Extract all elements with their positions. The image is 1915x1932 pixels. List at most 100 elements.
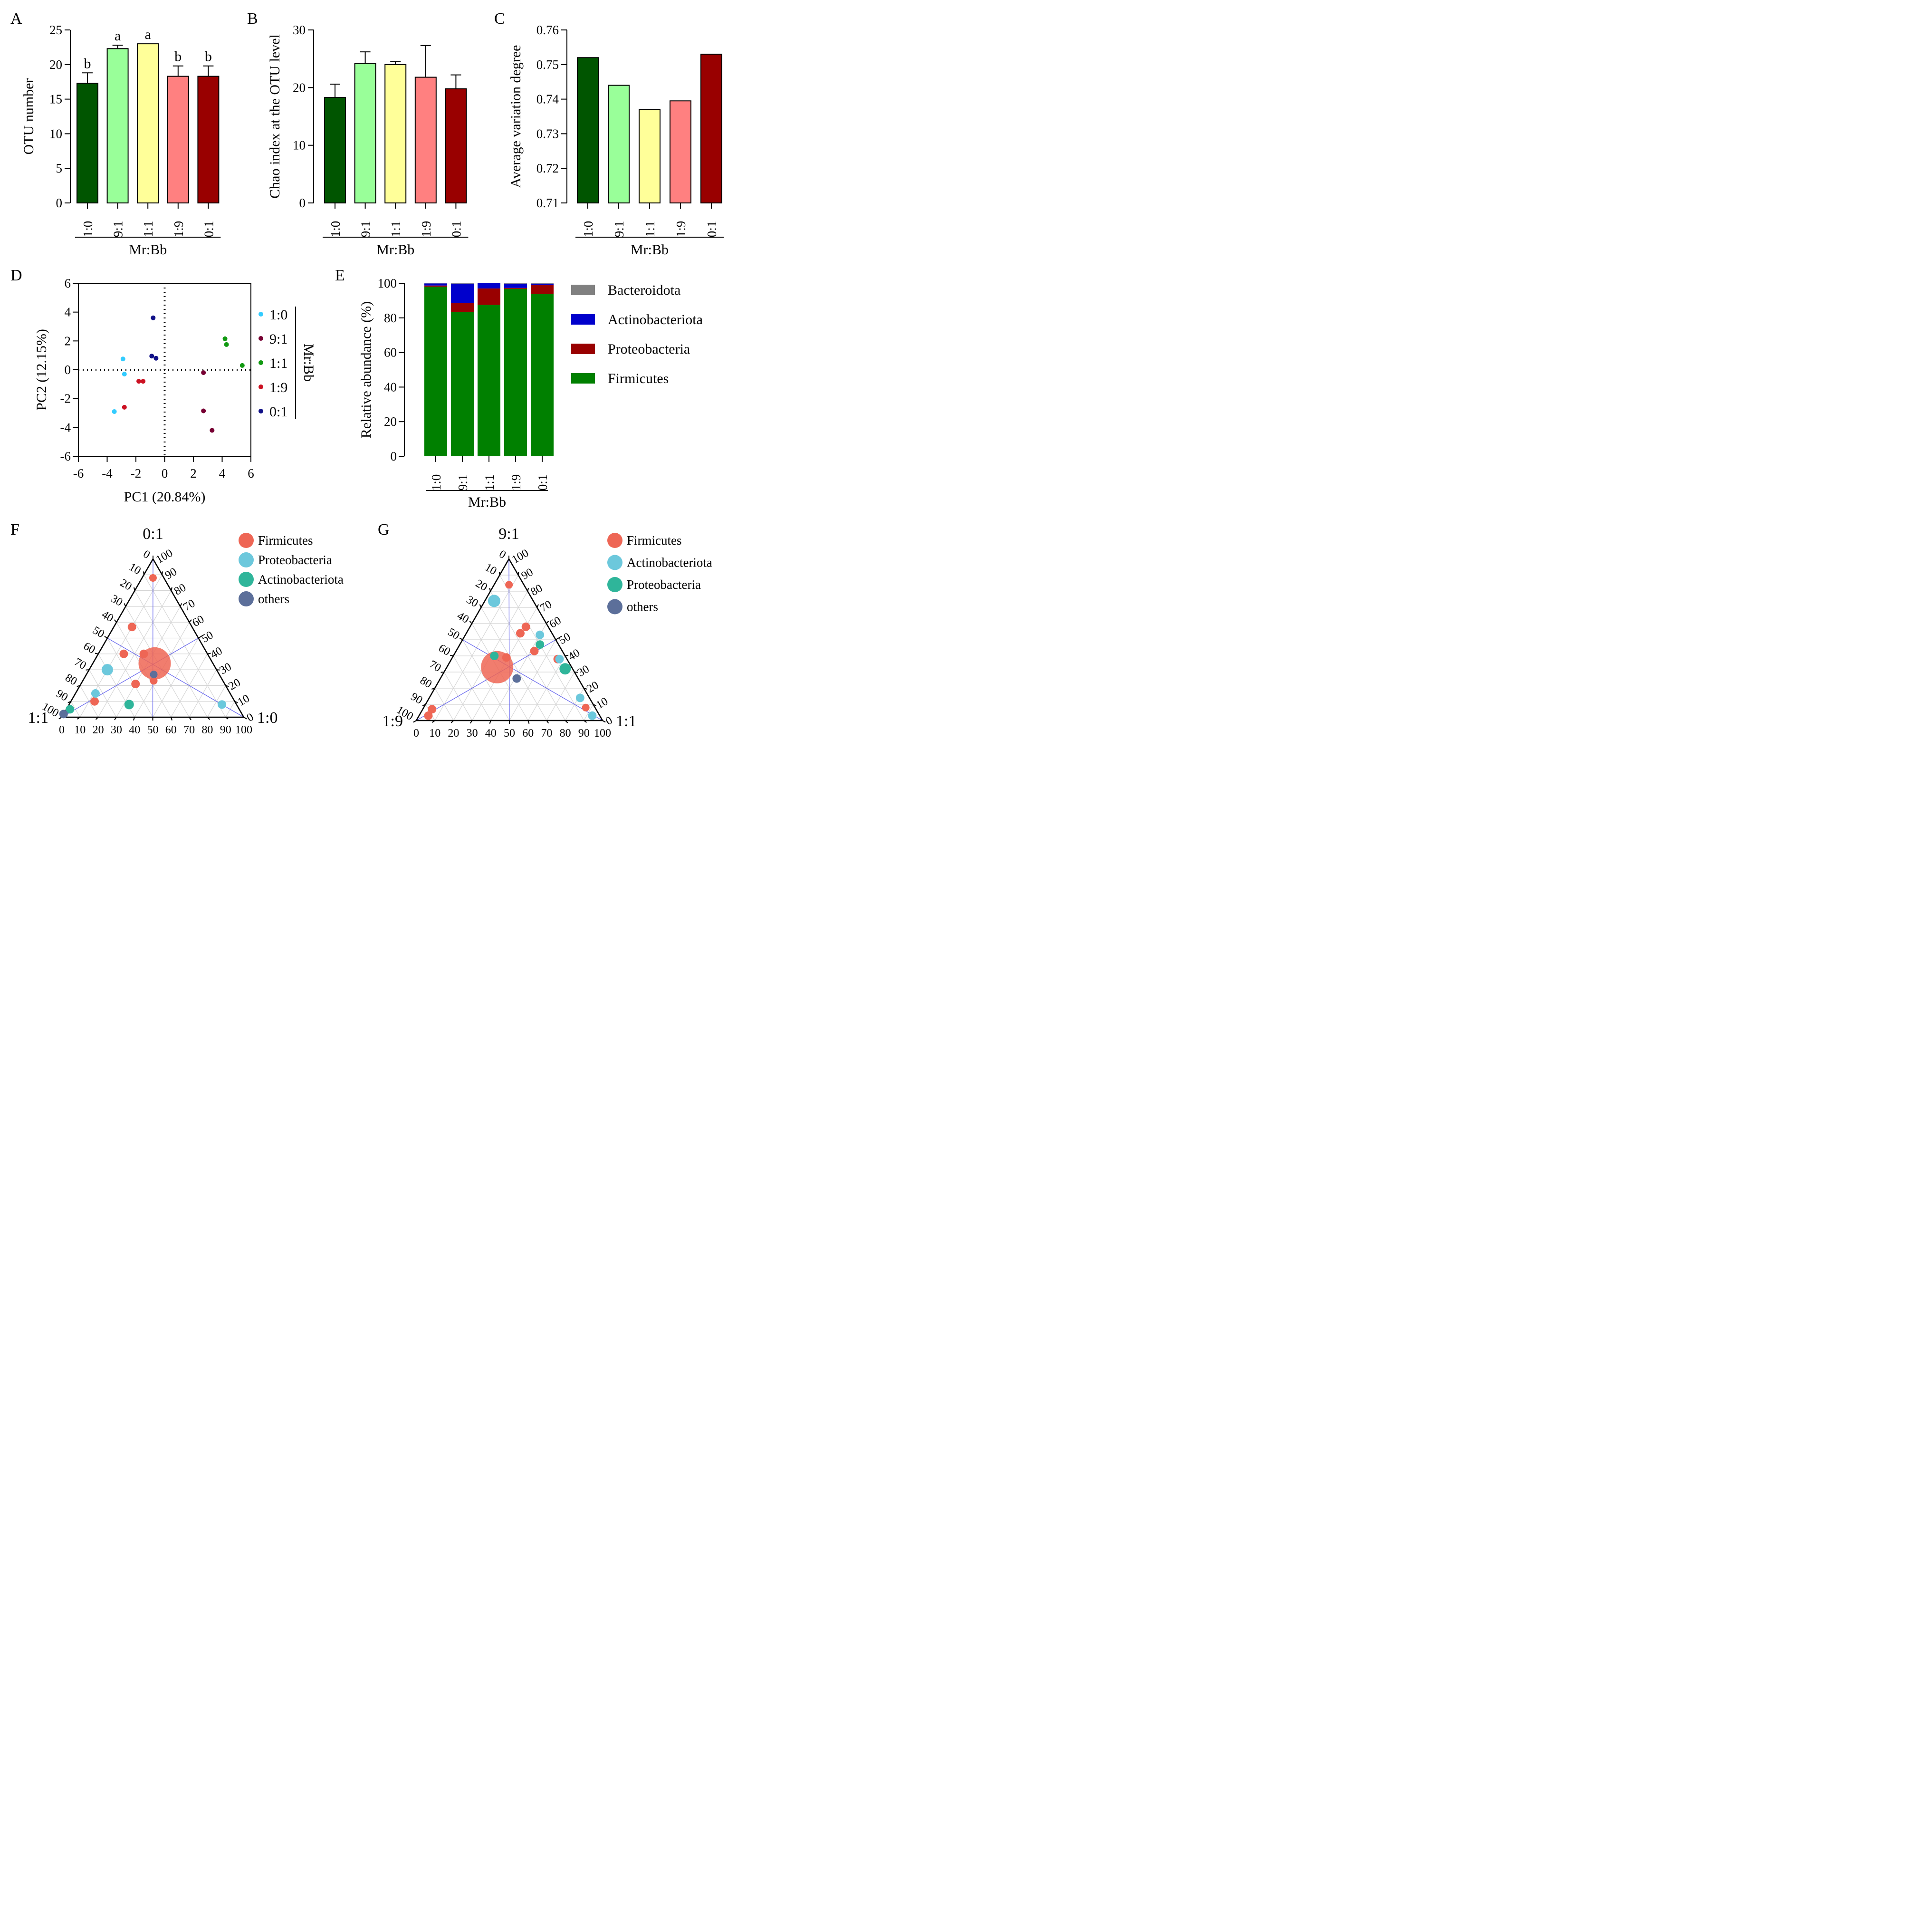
pca-point-9-1 — [201, 408, 206, 413]
ternary-median-line — [462, 639, 603, 721]
ternary-tick-left: 90 — [54, 687, 70, 704]
pca-point-1-1 — [239, 363, 245, 368]
ternary-tick-bottom: 10 — [429, 727, 440, 740]
y-axis-title: PC2 (12.15%) — [34, 329, 49, 411]
ternary-tick-mark — [459, 637, 463, 640]
ternary-point-actinobacteriota — [66, 705, 75, 714]
pca-point-1-9 — [122, 404, 127, 410]
x-tick-label: 1:0 — [328, 221, 343, 238]
legend-label: 1:0 — [269, 307, 287, 323]
ternary-tick-mark — [162, 571, 163, 575]
stacked-bar-proteobacteria — [451, 303, 474, 312]
x-axis-title: Mr:Bb — [631, 242, 669, 258]
y-tick-label: 0.71 — [536, 196, 559, 210]
x-tick-label: 9:1 — [456, 474, 470, 491]
legend-label: Actinobacteriota — [258, 572, 344, 586]
significance-letter: b — [84, 56, 91, 71]
ternary-tick-mark — [413, 720, 417, 723]
bar-1-9 — [167, 76, 189, 204]
stacked-bar-firmicutes — [531, 294, 554, 457]
ternary-tick-bottom: 50 — [147, 724, 159, 736]
legend-marker — [259, 312, 264, 317]
ternary-tick-mark — [593, 704, 597, 706]
y-tick-label: 100 — [378, 276, 397, 290]
bar-1-1 — [384, 64, 407, 204]
ternary-point-proteobacteria — [490, 652, 499, 661]
ternary-tick-left: 50 — [446, 626, 462, 643]
stacked-bar-proteobacteria — [531, 285, 554, 294]
x-tick-label: 4 — [219, 466, 226, 481]
vertex-label-right: 1:0 — [257, 709, 278, 727]
stacked-bar-actinobacteriota — [478, 283, 501, 288]
ternary-tick-bottom: 90 — [220, 724, 231, 736]
x-tick-label: -4 — [102, 466, 113, 481]
ternary-tick-mark — [207, 717, 211, 720]
x-tick-label: 1:0 — [429, 474, 443, 491]
legend-swatch — [571, 285, 595, 296]
y-tick-label: 4 — [65, 305, 71, 319]
ternary-tick-mark — [225, 717, 229, 720]
panel-label-f: F — [10, 521, 19, 538]
ternary-tick-mark — [489, 720, 491, 724]
x-tick-label: 1:9 — [172, 221, 186, 238]
stacked-bar-firmicutes — [478, 305, 501, 457]
stacked-bar-bacteroidota — [504, 283, 527, 284]
y-tick-label: 6 — [65, 276, 71, 290]
bar-0-1 — [700, 53, 723, 204]
ternary-tick-right: 0 — [245, 711, 256, 725]
vertex-label-left: 1:9 — [383, 712, 403, 730]
ternary-tick-mark — [479, 604, 482, 608]
ternary-point-proteobacteria — [536, 640, 545, 649]
ternary-tick-mark — [77, 717, 80, 720]
y-tick-label: 40 — [384, 380, 397, 394]
legend-label: 9:1 — [269, 331, 287, 347]
stacked-bar-firmicutes — [504, 288, 527, 457]
x-axis-title: PC1 (20.84%) — [124, 489, 206, 505]
x-axis-title: Mr:Bb — [129, 242, 167, 258]
ternary-tick-left: 10 — [127, 561, 143, 577]
ternary-tick-mark — [170, 717, 173, 721]
legend-marker — [239, 552, 254, 568]
ternary-tick-mark — [95, 653, 98, 654]
ternary-point-actinobacteriota — [124, 700, 134, 710]
ternary-tick-mark — [198, 636, 202, 639]
ternary-tick-left: 80 — [418, 674, 434, 691]
legend-label: Bacteroidota — [608, 282, 680, 298]
significance-letter: a — [115, 28, 121, 44]
legend-swatch — [571, 373, 595, 384]
stacked-bar-firmicutes — [451, 312, 474, 457]
ternary-tick-mark — [469, 621, 472, 624]
legend-marker — [259, 384, 264, 390]
legend-group-title: Mr:Bb — [301, 344, 316, 382]
legend-marker — [239, 533, 254, 548]
y-tick-label: 20 — [384, 414, 397, 429]
ternary-tick-mark — [536, 604, 539, 608]
legend-marker — [607, 599, 623, 615]
stacked-bar-actinobacteriota — [504, 283, 527, 288]
legend-label: Firmicutes — [608, 371, 669, 386]
bar-0-1 — [197, 76, 220, 204]
ternary-point-proteobacteria — [101, 664, 113, 676]
stacked-bar-actinobacteriota — [531, 283, 554, 285]
bar-1-1 — [639, 109, 661, 204]
y-axis-title: Chao index at the OTU level — [267, 34, 283, 199]
stacked-bar-firmicutes — [424, 287, 448, 457]
legend-marker — [607, 533, 623, 548]
ternary-tick-bottom: 30 — [111, 724, 122, 736]
pca-point-1-9 — [141, 379, 146, 384]
y-tick-label: 2 — [65, 334, 71, 348]
ternary-tick-bottom: 80 — [201, 724, 213, 736]
pca-point-1-1 — [222, 336, 228, 341]
ternary-tick-mark — [225, 685, 229, 687]
y-tick-label: 0 — [391, 449, 397, 463]
y-tick-label: 10 — [293, 138, 306, 153]
ternary-point-firmicutes — [131, 680, 140, 689]
ternary-tick-mark — [77, 685, 80, 687]
stacked-bar-bacteroidota — [451, 283, 474, 284]
x-tick-label: 0:1 — [449, 221, 463, 238]
ternary-tick-right: 0 — [603, 714, 614, 728]
y-tick-label: 20 — [49, 58, 62, 72]
x-tick-label: 0 — [162, 466, 168, 481]
ternary-tick-left: 20 — [118, 577, 134, 593]
